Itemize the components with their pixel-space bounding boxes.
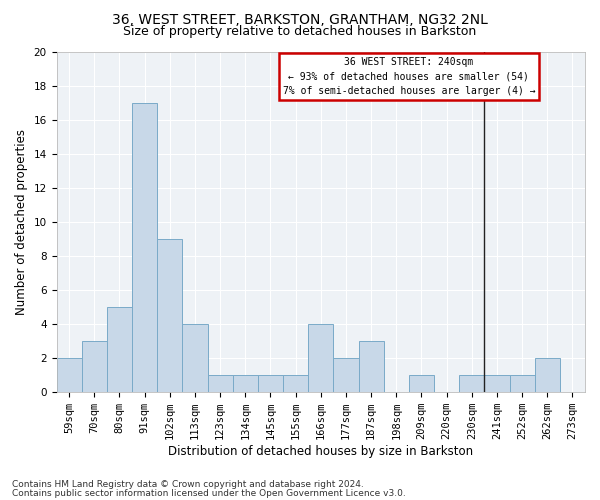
- Bar: [535, 358, 560, 392]
- Bar: [283, 374, 308, 392]
- Bar: [182, 324, 208, 392]
- Bar: [409, 374, 434, 392]
- Bar: [82, 340, 107, 392]
- Bar: [334, 358, 359, 392]
- Bar: [359, 340, 383, 392]
- Bar: [56, 358, 82, 392]
- Bar: [132, 102, 157, 392]
- Bar: [233, 374, 258, 392]
- Bar: [459, 374, 484, 392]
- Text: Contains HM Land Registry data © Crown copyright and database right 2024.: Contains HM Land Registry data © Crown c…: [12, 480, 364, 489]
- Text: Size of property relative to detached houses in Barkston: Size of property relative to detached ho…: [124, 25, 476, 38]
- Text: Contains public sector information licensed under the Open Government Licence v3: Contains public sector information licen…: [12, 488, 406, 498]
- X-axis label: Distribution of detached houses by size in Barkston: Distribution of detached houses by size …: [168, 444, 473, 458]
- Text: 36 WEST STREET: 240sqm
← 93% of detached houses are smaller (54)
7% of semi-deta: 36 WEST STREET: 240sqm ← 93% of detached…: [283, 56, 535, 96]
- Bar: [258, 374, 283, 392]
- Bar: [107, 306, 132, 392]
- Bar: [157, 238, 182, 392]
- Bar: [308, 324, 334, 392]
- Bar: [484, 374, 509, 392]
- Text: 36, WEST STREET, BARKSTON, GRANTHAM, NG32 2NL: 36, WEST STREET, BARKSTON, GRANTHAM, NG3…: [112, 12, 488, 26]
- Y-axis label: Number of detached properties: Number of detached properties: [15, 128, 28, 314]
- Bar: [208, 374, 233, 392]
- Bar: [509, 374, 535, 392]
